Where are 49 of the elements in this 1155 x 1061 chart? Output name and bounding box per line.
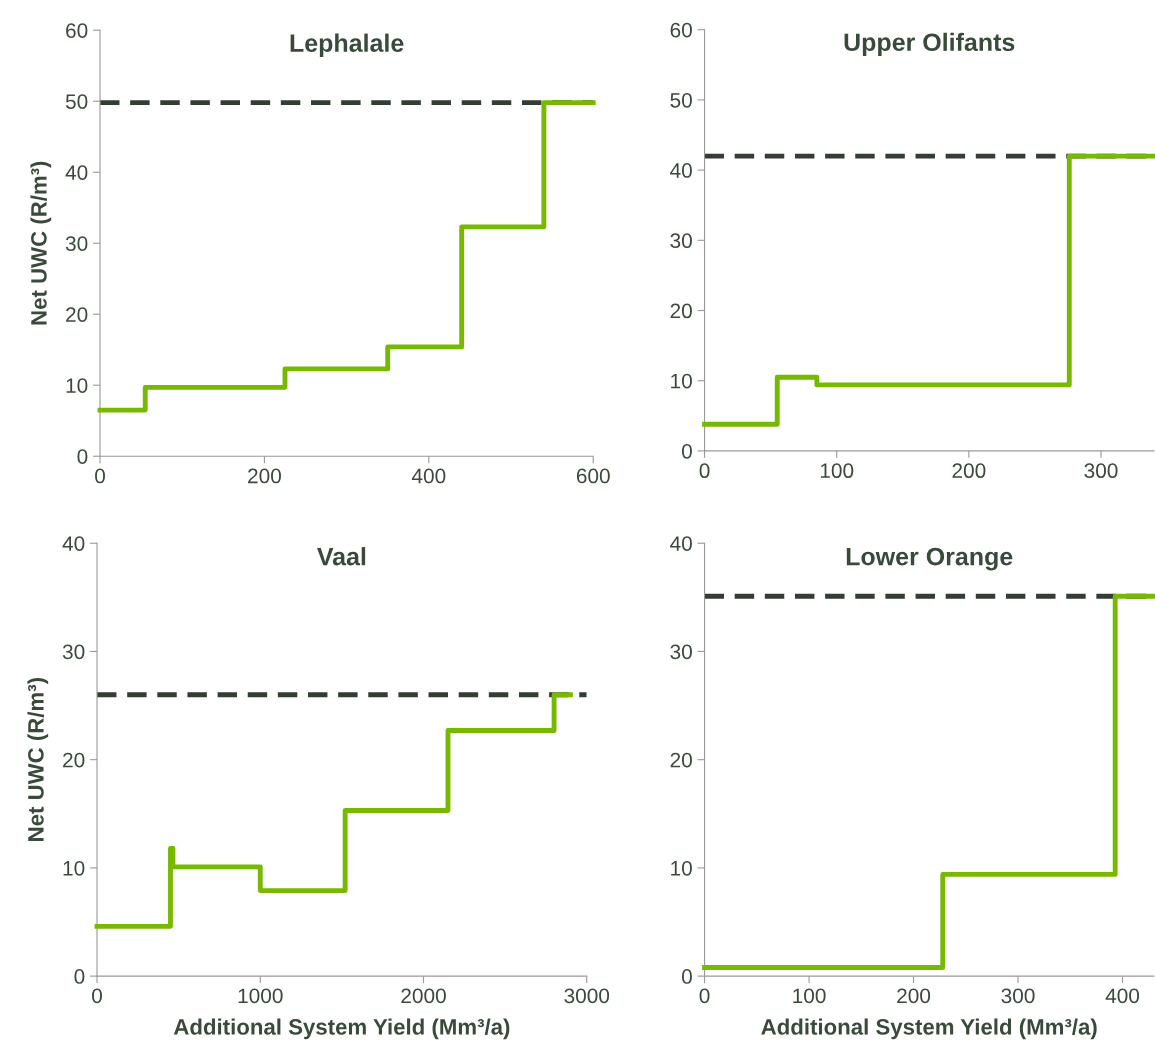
y-tick-label: 10 <box>671 860 692 876</box>
x-tick-label: 0 <box>699 988 710 1004</box>
x-tick-label: 0 <box>92 988 102 1004</box>
chart-title: Upper Olifants <box>844 32 1015 57</box>
y-tick-label: 60 <box>66 23 88 38</box>
y-tick-label: 0 <box>681 969 692 984</box>
y-tick-label: 40 <box>670 163 692 178</box>
x-tick-label: 0 <box>699 463 710 479</box>
x-axis-title: Additional System Yield (Mm³/a) <box>173 1018 510 1040</box>
y-tick-label: 20 <box>670 303 692 319</box>
chart-title: Lephalale <box>290 33 404 57</box>
x-tick-label: 200 <box>952 463 986 479</box>
y-tick-label: 0 <box>77 449 88 464</box>
y-axis-title: Net UWC (R/m³) <box>27 678 49 841</box>
x-tick-label: 400 <box>411 468 446 484</box>
y-tick-label: 60 <box>670 22 692 38</box>
x-tick-label: 0 <box>95 468 105 484</box>
x-tick-label: 200 <box>897 988 931 1004</box>
x-tick-label: 2000 <box>401 988 446 1004</box>
y-tick-label: 20 <box>670 752 692 768</box>
x-tick-label: 200 <box>248 468 281 484</box>
y-tick-label: 10 <box>66 378 88 393</box>
y-tick-label: 20 <box>66 307 88 322</box>
x-tick-label: 300 <box>1084 463 1118 479</box>
x-tick-label: 1000 <box>238 988 283 1004</box>
y-tick-label: 10 <box>671 373 692 389</box>
x-tick-label: 3000 <box>564 988 610 1004</box>
y-tick-label: 50 <box>670 92 692 108</box>
chart-title: Vaal <box>317 547 366 566</box>
y-tick-label: 20 <box>63 752 85 768</box>
y-tick-label: 30 <box>670 644 692 660</box>
y-tick-label: 40 <box>65 165 88 180</box>
y-tick-label: 40 <box>670 536 692 551</box>
y-tick-label: 0 <box>681 443 692 459</box>
x-tick-label: 600 <box>576 468 610 484</box>
x-tick-label: 100 <box>820 463 854 479</box>
y-axis-title: Net UWC (R/m³) <box>30 161 52 325</box>
chart-title: Lower Orange <box>846 547 1013 571</box>
y-tick-label: 0 <box>74 969 85 984</box>
x-tick-label: 100 <box>793 988 826 1004</box>
y-tick-label: 30 <box>670 233 692 249</box>
y-tick-label: 50 <box>65 94 88 109</box>
x-axis-title: Additional System Yield (Mm³/a) <box>761 1018 1097 1040</box>
x-tick-label: 300 <box>1001 988 1035 1004</box>
y-tick-label: 40 <box>62 536 85 551</box>
y-tick-label: 30 <box>65 236 88 251</box>
x-tick-label: 400 <box>1105 988 1140 1004</box>
y-tick-label: 10 <box>63 860 85 876</box>
y-tick-label: 30 <box>62 644 85 660</box>
